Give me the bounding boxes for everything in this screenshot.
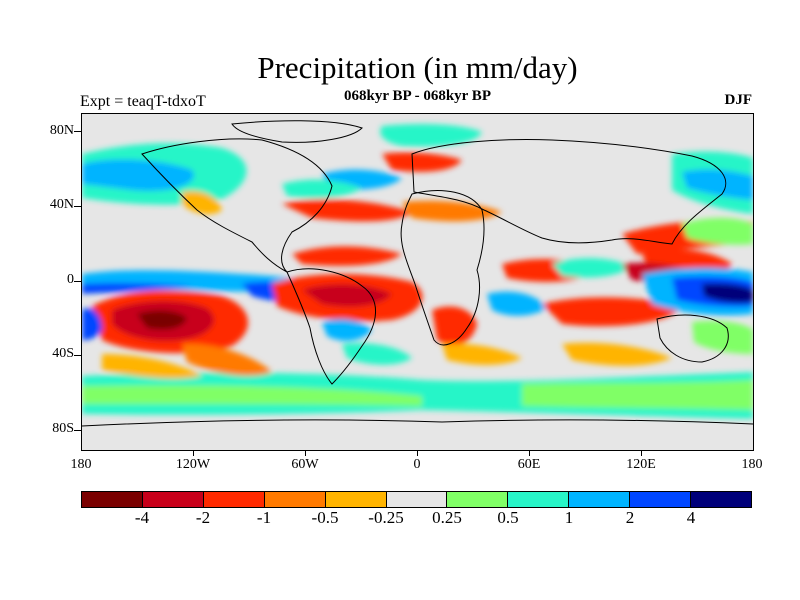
colorbar-label: -2 (195, 508, 211, 527)
lat-label-40n: 40N (49, 197, 74, 212)
lon-tick (417, 450, 418, 456)
coastlines (82, 120, 753, 427)
lat-tick (74, 206, 81, 207)
lon-tick (641, 450, 642, 456)
colorbar-label: 4 (686, 508, 696, 527)
colorbar-box (264, 492, 326, 507)
colorbar-box (447, 492, 509, 507)
colorbar-box (386, 492, 448, 507)
antarctica-outline (82, 419, 753, 427)
lon-label-120w: 120W (175, 457, 211, 472)
colorbar-box (630, 492, 692, 507)
lon-tick (529, 450, 530, 456)
colorbar-box (203, 492, 265, 507)
lon-label-180w: 180 (70, 457, 92, 472)
lat-tick (74, 355, 81, 356)
lon-label-120e: 120E (626, 457, 656, 472)
experiment-label: Expt = teaqT-tdxoT (80, 93, 206, 110)
colorbar-box (569, 492, 631, 507)
lat-label-80n: 80N (49, 123, 74, 138)
australia-outline (656, 314, 729, 363)
lat-tick (74, 430, 81, 431)
colorbar-label: 2 (625, 508, 635, 527)
colorbar-box (325, 492, 387, 507)
precipitation-anomaly-map (82, 114, 753, 450)
colorbar-box (142, 492, 204, 507)
colorbar-box (691, 492, 751, 507)
lon-label-60w: 60W (291, 457, 319, 472)
season-label: DJF (724, 92, 753, 108)
colorbar-label: 0.25 (432, 508, 462, 527)
lon-label-60e: 60E (517, 457, 541, 472)
colorbar-label: -1 (256, 508, 272, 527)
plot-subtitle: 068kyr BP - 068kyr BP (344, 88, 491, 104)
colorbar-label: -4 (134, 508, 150, 527)
lat-label-80s: 80S (52, 421, 74, 436)
lat-tick (74, 131, 81, 132)
colorbar-box (82, 492, 143, 507)
lon-label-0: 0 (413, 457, 421, 472)
colorbar-label: -0.5 (311, 508, 339, 527)
africa-outline (400, 190, 485, 346)
lon-tick (305, 450, 306, 456)
plot-title: Precipitation (in mm/day) (257, 50, 578, 85)
lat-label-40s: 40S (52, 346, 74, 361)
north-america-outline (141, 138, 333, 273)
colorbar-label: 1 (564, 508, 574, 527)
south-america-outline (286, 268, 376, 385)
greenland-outline (231, 120, 363, 143)
colorbar (81, 491, 752, 508)
colorbar-box (508, 492, 570, 507)
map-panel (81, 113, 754, 451)
colorbar-label: 0.5 (497, 508, 519, 527)
colorbar-label: -0.25 (368, 508, 404, 527)
eurasia-outline (411, 139, 727, 245)
lon-label-180e: 180 (741, 457, 763, 472)
lon-tick (193, 450, 194, 456)
lat-label-0: 0 (67, 272, 74, 287)
anomaly-fields (82, 124, 753, 419)
lat-tick (74, 281, 81, 282)
